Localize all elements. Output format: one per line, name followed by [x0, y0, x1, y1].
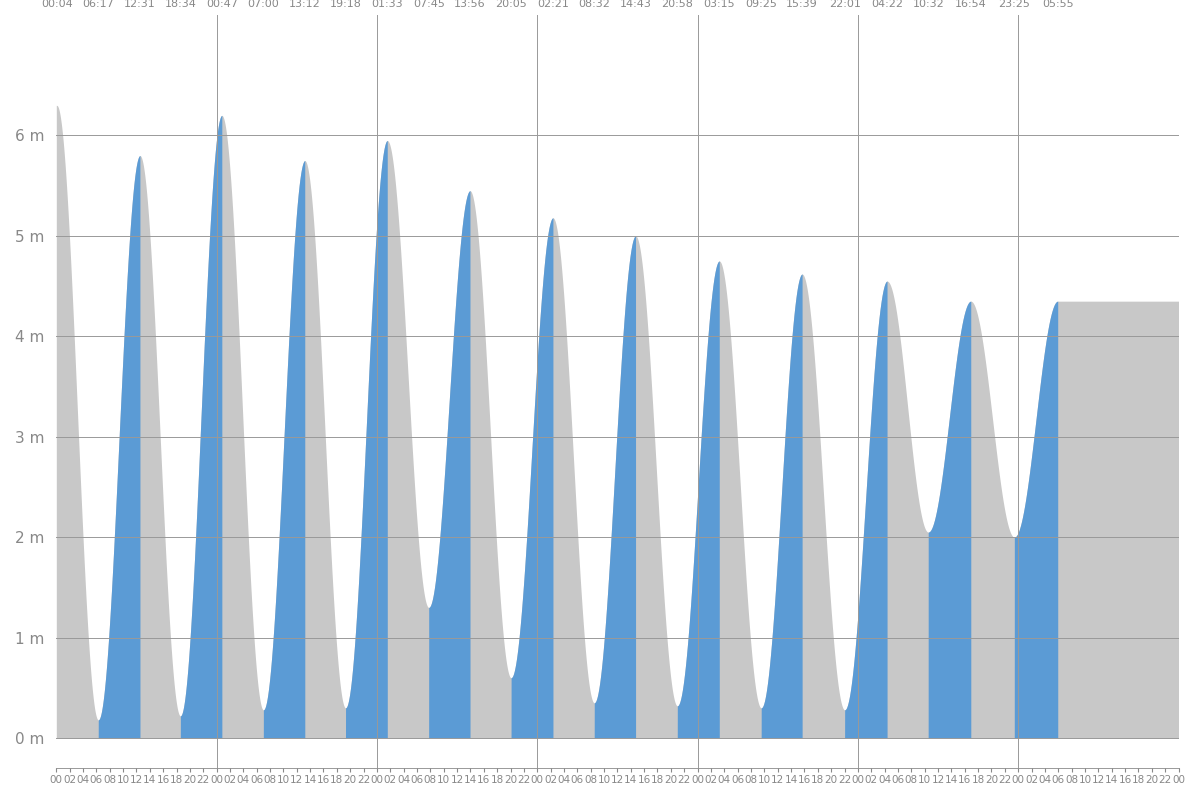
Text: 08:32: 08:32 [578, 0, 610, 9]
Text: 06:17: 06:17 [83, 0, 114, 9]
Text: 15:39: 15:39 [786, 0, 818, 9]
Text: 04:22: 04:22 [871, 0, 904, 9]
Text: 16:54: 16:54 [955, 0, 986, 9]
Text: 00:04: 00:04 [41, 0, 73, 9]
Text: 00:47: 00:47 [206, 0, 238, 9]
Text: 01:33: 01:33 [372, 0, 403, 9]
Text: 18:34: 18:34 [164, 0, 197, 9]
Text: 14:43: 14:43 [619, 0, 652, 9]
Text: 02:21: 02:21 [538, 0, 569, 9]
Text: 07:00: 07:00 [247, 0, 280, 9]
Text: 05:55: 05:55 [1042, 0, 1074, 9]
Text: 23:25: 23:25 [998, 0, 1031, 9]
Text: 20:05: 20:05 [496, 0, 527, 9]
Text: 13:12: 13:12 [289, 0, 320, 9]
Text: 12:31: 12:31 [124, 0, 156, 9]
Text: 22:01: 22:01 [829, 0, 860, 9]
Text: 19:18: 19:18 [330, 0, 361, 9]
Text: 09:25: 09:25 [745, 0, 778, 9]
Text: 10:32: 10:32 [912, 0, 944, 9]
Text: 20:58: 20:58 [661, 0, 694, 9]
Text: 07:45: 07:45 [413, 0, 445, 9]
Text: 13:56: 13:56 [454, 0, 486, 9]
Text: 03:15: 03:15 [703, 0, 736, 9]
